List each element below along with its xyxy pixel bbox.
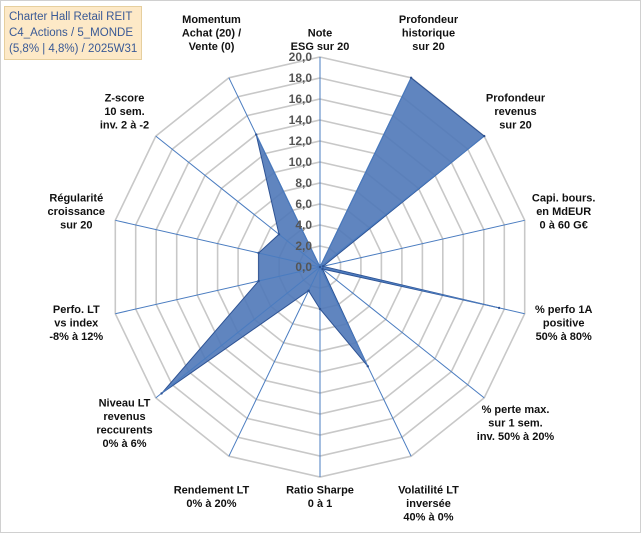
axis-label-line: sur 1 sem. — [488, 418, 542, 430]
axis-spoke — [319, 135, 485, 268]
axis-label-line: Achat (20) / — [182, 28, 241, 40]
axis-label-line: Profondeur — [486, 92, 546, 104]
axis-label-line: revenus — [494, 106, 536, 118]
axis-label-line: revenus — [103, 411, 145, 423]
axis-label-line: Régularité — [49, 193, 103, 205]
axis-label-line: historique — [402, 28, 455, 40]
axis-label: Perfo. LT vs index -8% à 12% — [49, 304, 103, 343]
axis-label-line: inv. 2 à -2 — [100, 119, 149, 131]
title-line-3: (5,8% | 4,8%) / 2025W31 — [9, 43, 138, 55]
data-point — [497, 306, 501, 310]
axis-label-line: sur 20 — [499, 119, 531, 131]
axis-label-line: Ratio Sharpe — [286, 485, 354, 497]
axis-label: Profondeur revenus sur 20 — [486, 92, 546, 131]
tick-label: 6,0 — [295, 197, 312, 211]
axis-spoke — [228, 77, 321, 268]
axis-label: Z-score 10 sem. inv. 2 à -2 — [100, 92, 149, 131]
data-point — [255, 133, 258, 136]
axis-label-line: Note — [308, 28, 332, 40]
axis-label: Momentum Achat (20) / Vente (0) — [182, 14, 241, 53]
axis-label: % perte max. sur 1 sem. inv. 50% à 20% — [477, 404, 555, 443]
axis-label: % perfo 1A positive 50% à 80% — [535, 304, 593, 343]
data-point — [318, 265, 322, 269]
tick-label: 10,0 — [289, 155, 313, 169]
data-point — [160, 392, 163, 395]
axis-spoke — [319, 219, 525, 268]
axis-label: Profondeur historique sur 20 — [399, 14, 459, 53]
axis-label-line: 50% à 80% — [536, 331, 592, 343]
data-point — [321, 267, 324, 271]
axis-label-line: croissance — [48, 206, 105, 218]
axis-spoke — [155, 266, 321, 399]
title-line-1: Charter Hall Retail REIT — [9, 11, 133, 23]
axis-spoke — [115, 219, 321, 268]
data-point — [366, 365, 369, 368]
tick-label: 16,0 — [289, 92, 313, 106]
tick-label: 0,0 — [295, 260, 312, 274]
axis-label-line: positive — [543, 317, 585, 329]
axis-label-line: Volatilité LT — [398, 485, 459, 497]
axis-label-line: 40% à 0% — [403, 512, 453, 524]
data-point — [318, 307, 322, 311]
axis-label-line: % perte max. — [482, 404, 550, 416]
tick-label: 14,0 — [289, 113, 313, 127]
axis-label-line: % perfo 1A — [535, 304, 593, 316]
axis-spoke — [319, 77, 412, 268]
data-point — [307, 289, 310, 292]
axis-label-line: sur 20 — [412, 41, 444, 53]
axis-label: Rendement LT 0% à 20% — [174, 485, 250, 511]
data-point — [257, 279, 260, 283]
axis-spoke — [115, 266, 321, 315]
axis-label: Ratio Sharpe 0 à 1 — [286, 485, 354, 511]
title-line-2: C4_Actions / 5_MONDE — [9, 27, 133, 39]
data-point — [483, 134, 486, 138]
axis-label-line: ESG sur 20 — [291, 41, 350, 53]
axis-label-line: Rendement LT — [174, 485, 250, 497]
tick-label: 18,0 — [289, 71, 313, 85]
axis-label-line: 0 à 60 G€ — [540, 220, 588, 232]
axis-label-line: Momentum — [182, 14, 241, 26]
axis-label: Niveau LT revenus reccurents 0% à 6% — [96, 397, 152, 450]
data-series-area — [161, 77, 500, 394]
axis-label-line: inversée — [406, 498, 451, 510]
axis-label-line: Z-score — [105, 92, 145, 104]
data-point — [277, 233, 281, 236]
axis-label-line: 0% à 6% — [102, 438, 146, 450]
axis-label-line: -8% à 12% — [49, 331, 103, 343]
axis-label-line: 0% à 20% — [186, 498, 236, 510]
axis-label-line: sur 20 — [60, 220, 92, 232]
axis-spoke — [155, 135, 321, 268]
axis-spoke — [319, 266, 412, 457]
axis-label-line: Perfo. LT — [53, 304, 100, 316]
axis-spoke — [228, 266, 321, 457]
axis-label-line: Profondeur — [399, 14, 459, 26]
axis-spoke — [319, 266, 525, 315]
tick-label: 20,0 — [289, 50, 313, 64]
axis-label-line: vs index — [54, 317, 99, 329]
axis-label-line: 0 à 1 — [308, 498, 332, 510]
axis-label: Note ESG sur 20 — [291, 28, 350, 54]
tick-label: 8,0 — [295, 176, 312, 190]
tick-label: 12,0 — [289, 134, 313, 148]
axis-label-line: Niveau LT — [99, 397, 151, 409]
data-point — [257, 251, 260, 255]
axis-label-line: en MdEUR — [536, 206, 591, 218]
data-point — [321, 265, 325, 268]
tick-label: 4,0 — [295, 218, 312, 232]
tick-label: 2,0 — [295, 239, 312, 253]
axis-label: Volatilité LT inversée 40% à 0% — [398, 485, 459, 524]
axis-spoke — [319, 266, 485, 399]
axis-label-line: 10 sem. — [104, 106, 144, 118]
chart-title-box: Charter Hall Retail REIT C4_Actions / 5_… — [4, 6, 143, 60]
axis-label-line: reccurents — [96, 424, 152, 436]
data-point — [409, 76, 413, 80]
axis-label-line: Capi. bours. — [532, 193, 596, 205]
axis-label: Capi. bours. en MdEUR 0 à 60 G€ — [532, 193, 596, 232]
axis-label: Régularité croissance sur 20 — [48, 193, 105, 232]
axis-label-line: inv. 50% à 20% — [477, 431, 555, 443]
axis-label-line: Vente (0) — [189, 41, 235, 53]
